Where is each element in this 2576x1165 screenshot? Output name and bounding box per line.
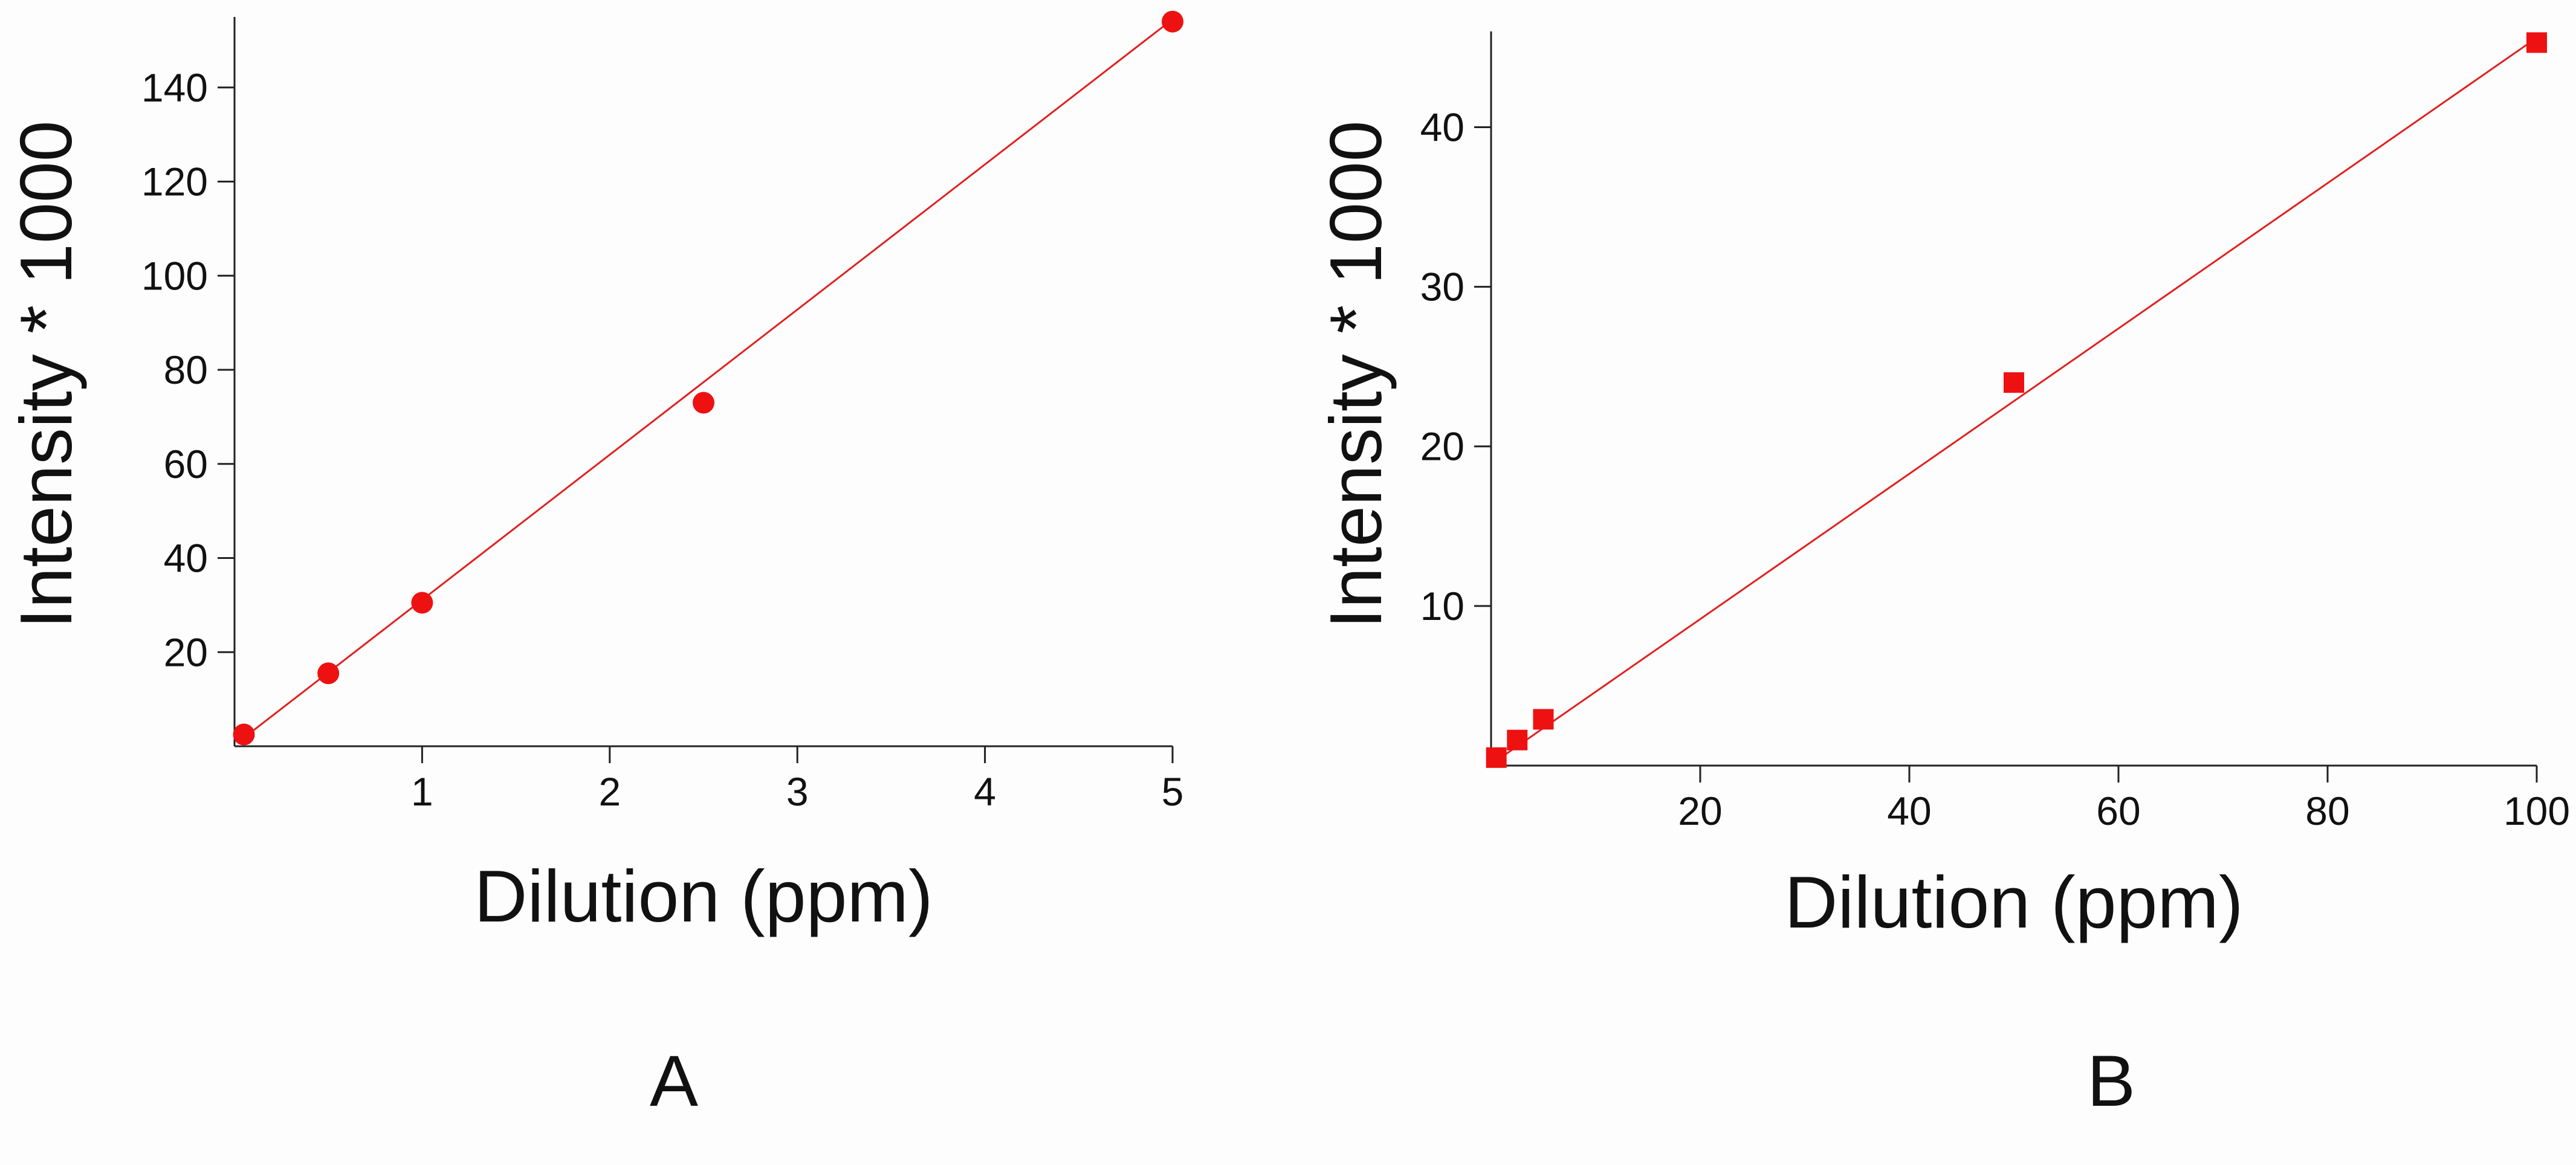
- data-point: [317, 662, 340, 685]
- x-tick-label: 60: [2096, 789, 2140, 833]
- y-tick-label: 20: [1420, 424, 1464, 469]
- x-tick-label: 20: [1678, 789, 1722, 833]
- y-tick-label: 80: [164, 347, 208, 392]
- x-axis-label: Dilution (ppm): [1784, 861, 2243, 943]
- y-tick-label: 120: [141, 160, 208, 204]
- x-tick-label: 5: [1162, 769, 1184, 814]
- y-tick-label: 10: [1420, 584, 1464, 628]
- chart-panel-b: 20 40 60 80 100 10 20 30 40 Dilution (ppm) Intensi…: [1315, 31, 2570, 1121]
- y-tick-label: 30: [1420, 265, 1464, 309]
- y-axis-label: Intensity * 1000: [5, 120, 87, 628]
- chart-panel-a: 1 2 3 4 5 20 40 60 80 100 120 140 Dilution (ppm) Inte…: [5, 10, 1184, 1121]
- data-point: [1507, 729, 1528, 750]
- x-tick-label: 3: [786, 769, 809, 814]
- x-tick-label: 1: [411, 769, 433, 814]
- x-tick-label: 40: [1887, 789, 1931, 833]
- y-tick-label: 60: [164, 442, 208, 486]
- y-tick-label: 140: [141, 65, 208, 110]
- data-point: [2004, 372, 2024, 393]
- data-point: [2526, 32, 2547, 53]
- y-tick-label: 40: [164, 536, 208, 581]
- data-point: [1533, 709, 1554, 730]
- y-tick-label: 100: [141, 253, 208, 298]
- x-tick-label: 2: [598, 769, 621, 814]
- data-point: [693, 392, 714, 414]
- panel-label: B: [2087, 1041, 2135, 1121]
- x-axis-label: Dilution (ppm): [474, 855, 933, 937]
- fit-line: [243, 18, 1173, 739]
- y-tick-label: 40: [1420, 105, 1464, 149]
- panel-label: A: [650, 1041, 698, 1121]
- data-point: [411, 592, 433, 614]
- data-point: [1162, 10, 1183, 33]
- data-point: [1486, 747, 1507, 768]
- y-tick-label: 20: [164, 630, 208, 674]
- data-point: [233, 723, 255, 746]
- x-tick-label: 4: [974, 769, 996, 814]
- fit-line: [1495, 37, 2537, 762]
- y-axis-label: Intensity * 1000: [1315, 120, 1397, 628]
- x-tick-label: 80: [2305, 789, 2349, 833]
- x-tick-label: 100: [2503, 789, 2570, 833]
